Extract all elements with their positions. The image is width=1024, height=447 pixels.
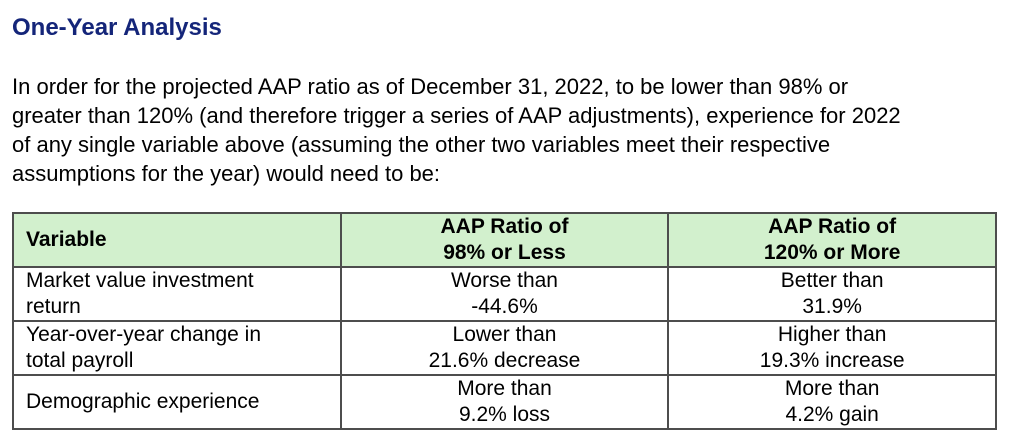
intro-line: greater than 120% (and therefore trigger…	[12, 103, 901, 128]
table-row: Demographic experience More than 9.2% lo…	[12, 374, 997, 430]
cell-line: Better than	[780, 269, 884, 292]
cell-line: AAP Ratio of	[440, 215, 569, 238]
cell-line: -44.6%	[471, 295, 538, 318]
document-page: One-Year Analysis In order for the proje…	[12, 14, 1012, 430]
intro-line: assumptions for the year) would need to …	[12, 161, 441, 186]
cell-line: total payroll	[26, 349, 134, 372]
intro-line: of any single variable above (assuming t…	[12, 132, 831, 157]
cell-120-or-more: Higher than 19.3% increase	[667, 320, 997, 376]
cell-variable: Market value investment return	[12, 266, 342, 322]
cell-120-or-more: Better than 31.9%	[667, 266, 997, 322]
cell-line: Variable	[26, 228, 107, 251]
cell-line: 19.3% increase	[759, 349, 905, 372]
cell-variable: Demographic experience	[12, 374, 342, 430]
header-cell-120-or-more: AAP Ratio of 120% or More	[667, 212, 997, 268]
cell-98-or-less: More than 9.2% loss	[339, 374, 670, 430]
table-header-row: Variable AAP Ratio of 98% or Less AAP Ra…	[12, 212, 997, 268]
cell-line: More than	[457, 377, 552, 400]
header-cell-98-or-less: AAP Ratio of 98% or Less	[339, 212, 670, 268]
cell-line: Lower than	[452, 323, 557, 346]
cell-98-or-less: Worse than -44.6%	[339, 266, 670, 322]
cell-line: 120% or More	[763, 241, 901, 264]
aap-analysis-table: Variable AAP Ratio of 98% or Less AAP Ra…	[12, 212, 997, 430]
cell-98-or-less: Lower than 21.6% decrease	[339, 320, 670, 376]
cell-120-or-more: More than 4.2% gain	[667, 374, 997, 430]
table-row: Market value investment return Worse tha…	[12, 266, 997, 322]
intro-paragraph: In order for the projected AAP ratio as …	[12, 72, 1012, 188]
cell-line: Worse than	[450, 269, 558, 292]
cell-line: 4.2% gain	[785, 403, 879, 426]
intro-line: In order for the projected AAP ratio as …	[12, 74, 849, 99]
cell-variable: Year-over-year change in total payroll	[12, 320, 342, 376]
cell-line: 98% or Less	[443, 241, 566, 264]
cell-line: Market value investment	[26, 269, 254, 292]
cell-line: 9.2% loss	[458, 403, 550, 426]
cell-line: Higher than	[777, 323, 887, 346]
table-row: Year-over-year change in total payroll L…	[12, 320, 997, 376]
cell-line: Year-over-year change in	[26, 323, 262, 346]
cell-line: More than	[784, 377, 880, 400]
cell-line: AAP Ratio of	[768, 215, 897, 238]
page-title: One-Year Analysis	[12, 14, 222, 41]
header-cell-variable: Variable	[12, 212, 342, 268]
cell-line: return	[26, 295, 81, 318]
cell-line: 21.6% decrease	[428, 349, 581, 372]
cell-line: 31.9%	[802, 295, 862, 318]
cell-line: Demographic experience	[26, 390, 260, 413]
